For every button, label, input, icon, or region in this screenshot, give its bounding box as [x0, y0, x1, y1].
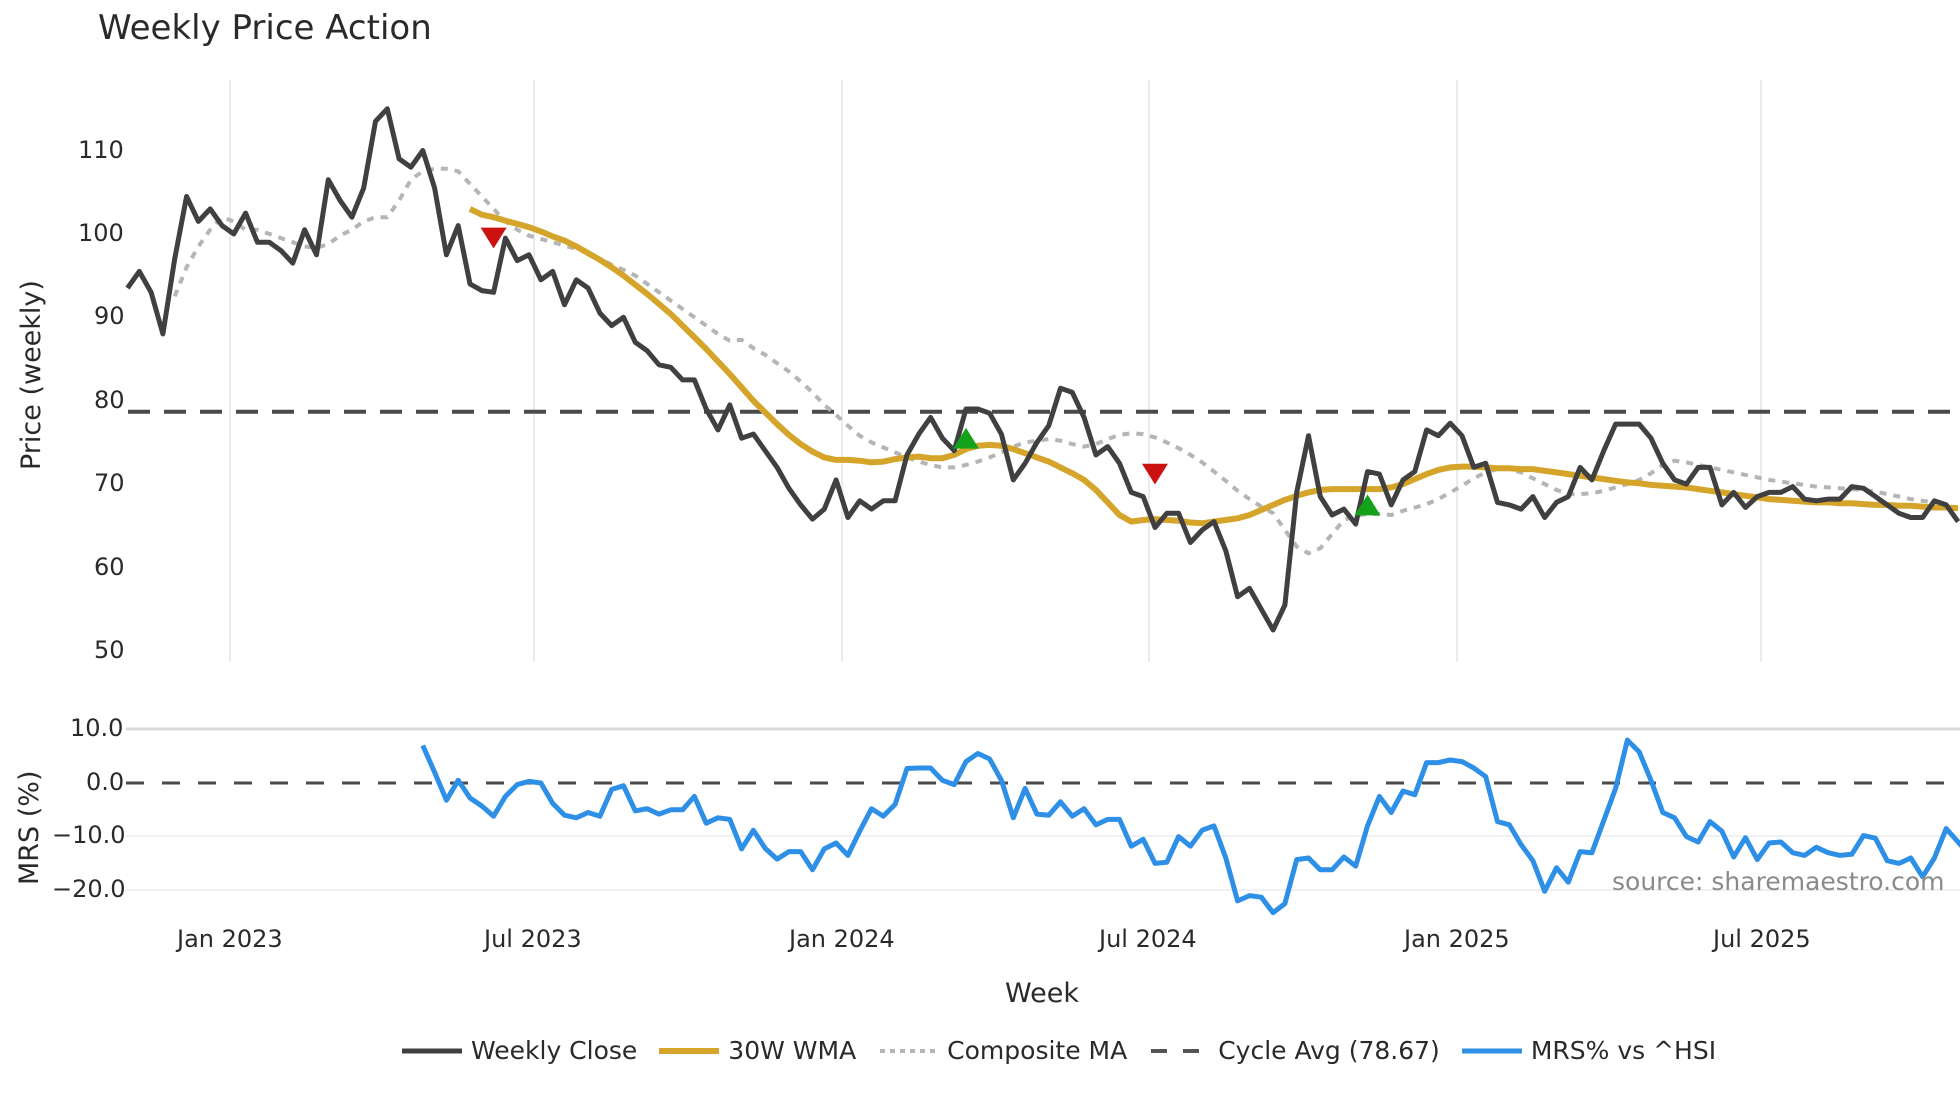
legend-label: Cycle Avg (78.67): [1218, 1036, 1440, 1065]
legend-label: 30W WMA: [728, 1036, 857, 1065]
x-tick: Jan 2024: [789, 925, 895, 953]
price-tick: 80: [94, 386, 125, 414]
dashed-line-icon: [1151, 1048, 1210, 1053]
solid-line-icon: [659, 1047, 720, 1054]
price-tick: 60: [94, 553, 125, 581]
legend-item-composite[interactable]: Composite MA: [878, 1036, 1127, 1065]
mrs-tick: 0.0: [86, 768, 125, 796]
legend-item-mrs[interactable]: MRS% vs ^HSI: [1461, 1036, 1717, 1065]
price-tick: 100: [78, 219, 124, 247]
grid-lines: [229, 80, 1762, 662]
price-axis-label: Price (weekly): [16, 280, 47, 470]
legend-label: Composite MA: [947, 1036, 1128, 1065]
legend-item-cycle[interactable]: Cycle Avg (78.67): [1149, 1036, 1440, 1065]
price-tick: 50: [94, 636, 125, 664]
mrs-tick: 10.0: [70, 714, 124, 742]
price-tick: 90: [94, 302, 125, 330]
x-tick: Jul 2023: [484, 925, 582, 953]
legend-label: MRS% vs ^HSI: [1530, 1036, 1717, 1065]
wma-line: [468, 206, 1959, 527]
price-panel: [125, 106, 1960, 633]
source-watermark: source: sharemaestro.com: [1612, 867, 1945, 896]
sell-signal-triangle-icon: [1141, 463, 1168, 485]
solid-line-icon: [402, 1048, 462, 1053]
legend-label: Weekly Close: [471, 1036, 638, 1065]
chart-title: Weekly Price Action: [98, 8, 432, 48]
price-tick: 110: [78, 136, 124, 164]
mrs-line: [420, 737, 1960, 916]
dotted-line-icon: [880, 1048, 939, 1053]
solid-line-icon: [1461, 1048, 1522, 1053]
buy-signal-triangle-icon: [1354, 494, 1381, 516]
signal-markers: [480, 227, 1381, 516]
x-tick: Jul 2025: [1713, 925, 1811, 953]
mrs-tick: −20.0: [52, 875, 126, 903]
sell-signal-triangle-icon: [480, 227, 507, 249]
x-tick: Jan 2023: [177, 925, 283, 953]
price-tick: 70: [94, 469, 125, 497]
composite-ma-line: [172, 166, 1935, 556]
legend-item-wma[interactable]: 30W WMA: [659, 1036, 856, 1065]
x-tick: Jan 2025: [1404, 925, 1510, 953]
mrs-panel: [126, 727, 1960, 916]
legend: Weekly Close 30W WMA Composite MA Cycle …: [402, 1036, 1738, 1065]
x-tick: Jul 2024: [1099, 925, 1197, 953]
x-axis-label: Week: [1005, 978, 1079, 1009]
buy-signal-triangle-icon: [953, 427, 980, 449]
mrs-axis-label: MRS (%): [14, 770, 45, 886]
legend-item-close[interactable]: Weekly Close: [402, 1036, 637, 1065]
mrs-tick: −10.0: [52, 821, 126, 849]
weekly-close-line: [125, 106, 1960, 633]
